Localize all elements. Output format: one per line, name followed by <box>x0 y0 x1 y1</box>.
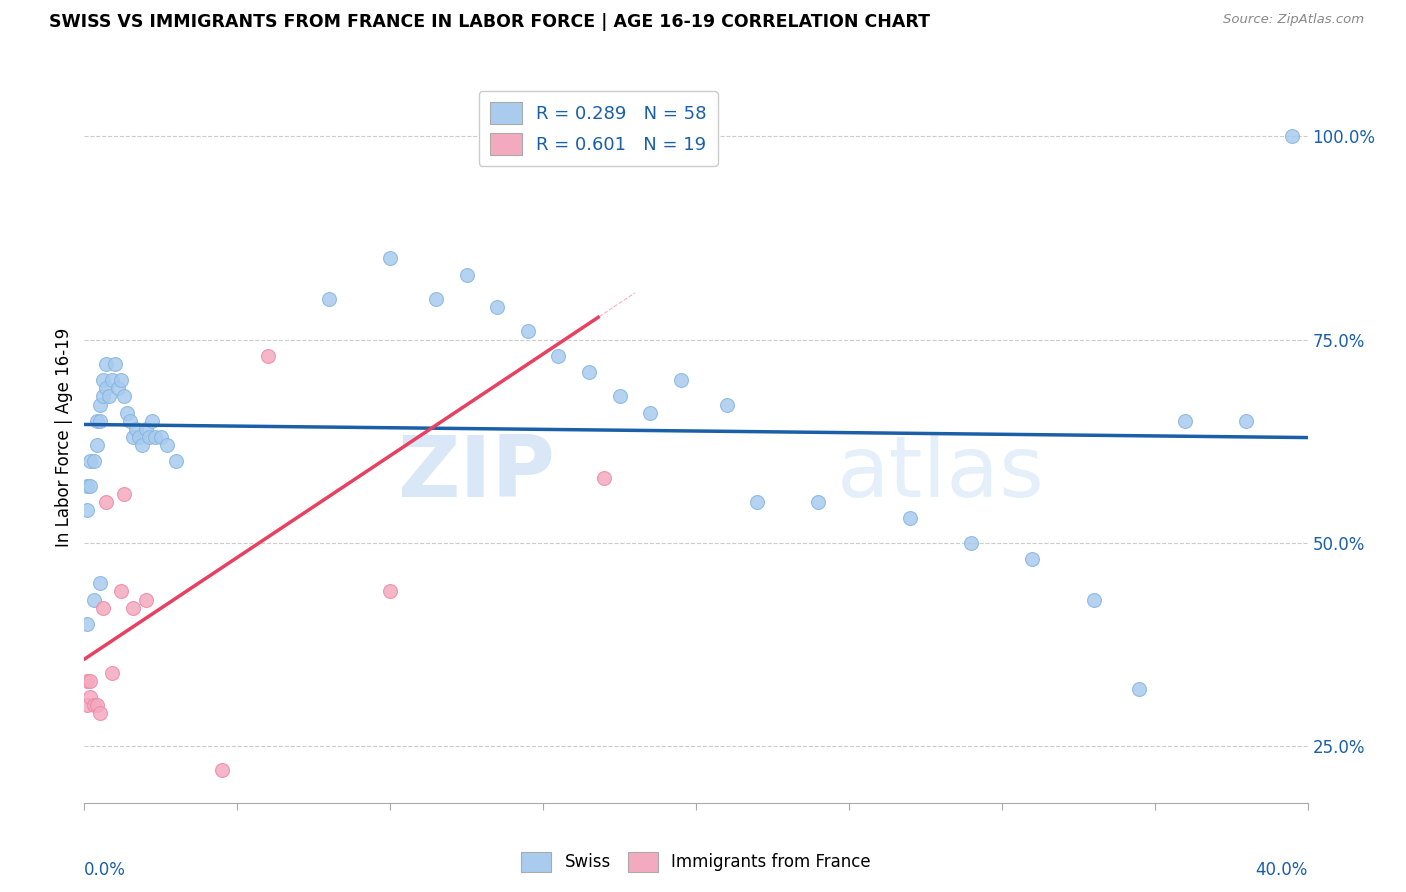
Point <box>1021 552 1043 566</box>
Point <box>456 268 478 282</box>
Point <box>86 698 108 713</box>
Point <box>107 381 129 395</box>
Point <box>89 414 111 428</box>
Point <box>138 430 160 444</box>
Point <box>122 430 145 444</box>
Point <box>960 535 983 549</box>
Point <box>609 389 631 403</box>
Point <box>101 373 124 387</box>
Point <box>807 495 830 509</box>
Point <box>141 414 163 428</box>
Point <box>318 292 340 306</box>
Text: SWISS VS IMMIGRANTS FROM FRANCE IN LABOR FORCE | AGE 16-19 CORRELATION CHART: SWISS VS IMMIGRANTS FROM FRANCE IN LABOR… <box>49 13 931 31</box>
Text: Source: ZipAtlas.com: Source: ZipAtlas.com <box>1223 13 1364 27</box>
Point <box>79 454 101 468</box>
Point <box>486 300 509 314</box>
Point <box>593 471 616 485</box>
Point <box>89 706 111 721</box>
Y-axis label: In Labor Force | Age 16-19: In Labor Force | Age 16-19 <box>55 327 73 547</box>
Text: 40.0%: 40.0% <box>1256 862 1308 880</box>
Point <box>76 698 98 713</box>
Point <box>128 430 150 444</box>
Point <box>125 422 148 436</box>
Point <box>112 389 135 403</box>
Point <box>94 381 117 395</box>
Point <box>76 479 98 493</box>
Point <box>516 325 538 339</box>
Point <box>669 373 692 387</box>
Point <box>115 406 138 420</box>
Point <box>89 576 111 591</box>
Point <box>502 105 524 120</box>
Point <box>1281 129 1303 144</box>
Point <box>91 389 114 403</box>
Point <box>380 584 402 599</box>
Point <box>143 430 166 444</box>
Point <box>112 487 135 501</box>
Point <box>149 430 172 444</box>
Point <box>83 592 105 607</box>
Point <box>79 690 101 705</box>
Point <box>578 365 600 379</box>
Point <box>104 357 127 371</box>
Point <box>211 764 233 778</box>
Point <box>76 503 98 517</box>
Point <box>91 600 114 615</box>
Point <box>1128 681 1150 696</box>
Point <box>425 292 447 306</box>
Point <box>110 584 132 599</box>
Point <box>1083 592 1105 607</box>
Point <box>94 357 117 371</box>
Point <box>547 349 569 363</box>
Point <box>101 665 124 680</box>
Text: 0.0%: 0.0% <box>84 862 127 880</box>
Point <box>122 600 145 615</box>
Text: atlas: atlas <box>837 432 1045 516</box>
Text: ZIP: ZIP <box>398 432 555 516</box>
Point <box>165 454 187 468</box>
Point <box>79 673 101 688</box>
Point <box>86 414 108 428</box>
Point <box>898 511 921 525</box>
Point <box>638 406 661 420</box>
Point <box>135 592 157 607</box>
Point <box>76 673 98 688</box>
Point <box>131 438 153 452</box>
Point <box>89 398 111 412</box>
Point <box>156 438 179 452</box>
Point <box>257 349 280 363</box>
Point <box>94 495 117 509</box>
Point <box>135 422 157 436</box>
Point <box>83 698 105 713</box>
Legend: Swiss, Immigrants from France: Swiss, Immigrants from France <box>515 845 877 879</box>
Point <box>91 373 114 387</box>
Point <box>1236 414 1258 428</box>
Point <box>86 438 108 452</box>
Point <box>79 479 101 493</box>
Point <box>380 252 402 266</box>
Point <box>97 389 120 403</box>
Point <box>76 617 98 632</box>
Point <box>747 495 769 509</box>
Point <box>83 454 105 468</box>
Point <box>120 414 142 428</box>
Point <box>716 398 738 412</box>
Point <box>110 373 132 387</box>
Point <box>1174 414 1197 428</box>
